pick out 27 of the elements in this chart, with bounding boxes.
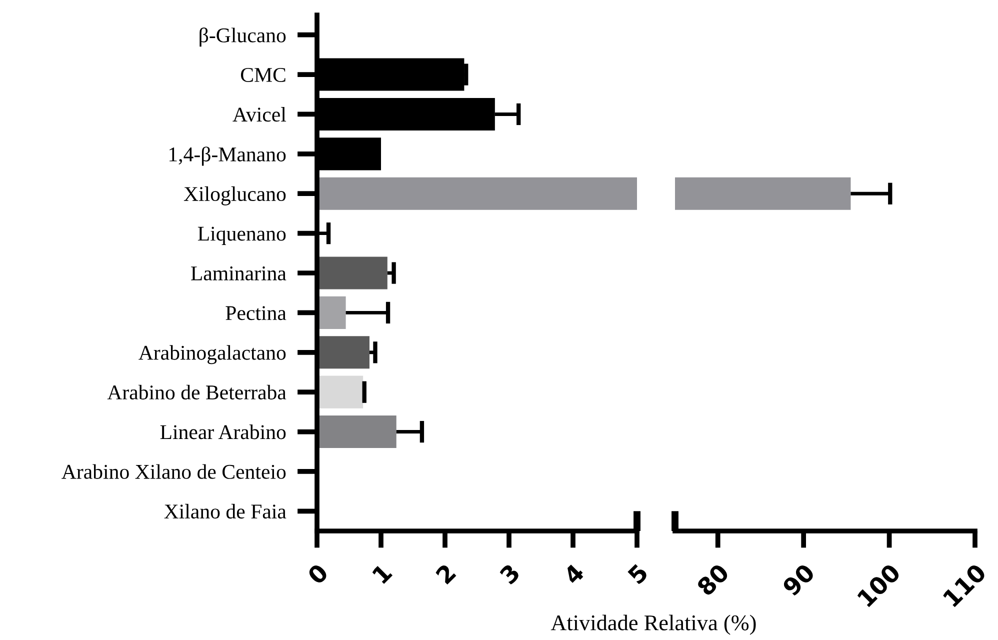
y-tick-label: 1,4-β-Manano: [169, 146, 286, 166]
y-tick-label: Arabino Xilano de Centeio: [62, 464, 286, 479]
y-tick-label: Linear Arabino: [160, 424, 286, 440]
y-tick-label: CMC: [240, 68, 286, 82]
x-tick-label: 4: [562, 562, 585, 586]
y-tick-label: β-Glucano: [200, 28, 286, 47]
x-tick-label: 5: [627, 563, 649, 585]
x-tick-label: 0: [306, 562, 330, 586]
y-tick-label: Laminarina: [191, 266, 286, 280]
x-tick-label: 80: [696, 562, 730, 597]
bar: [317, 336, 370, 369]
bar: [317, 177, 637, 210]
y-tick-label: Liquenano: [198, 226, 286, 245]
y-tick-label: Xiloglucano: [184, 186, 286, 206]
bar: [317, 296, 346, 329]
x-tick-label: 90: [781, 562, 816, 597]
x-axis-title: Atividade Relativa (%): [550, 614, 756, 635]
x-tick-label: 1: [372, 563, 393, 584]
y-tick-label: Pectina: [226, 306, 286, 320]
y-tick-label: Arabinogalactano: [138, 345, 286, 364]
x-tick-label: 2: [435, 563, 456, 585]
bar: [317, 415, 396, 448]
y-tick-label: Avicel: [232, 107, 286, 122]
bar: [317, 256, 388, 290]
y-tick-label: Arabino de Beterraba: [107, 384, 286, 400]
y-tick-label: Xilano de Faia: [164, 504, 286, 519]
x-tick-label: 3: [498, 563, 521, 585]
